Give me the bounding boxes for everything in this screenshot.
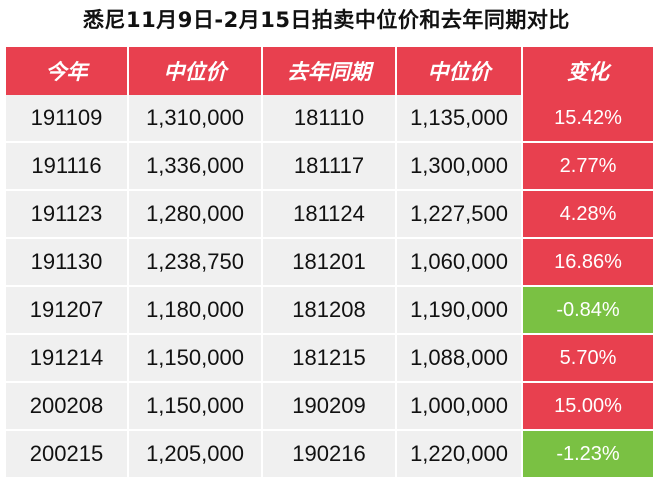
cell-last-year: 181124 <box>262 190 397 239</box>
cell-this-year: 191214 <box>6 334 129 383</box>
cell-median: 1,150,000 <box>128 382 263 431</box>
cell-change: 15.42% <box>522 95 653 143</box>
table-row: 200215 1,205,000 190216 1,220,000 -1.23% <box>6 430 653 479</box>
cell-change: 4.28% <box>522 190 653 239</box>
header-row: 今年 中位价 去年同期 中位价 变化 <box>6 47 653 95</box>
table-header: 今年 中位价 去年同期 中位价 变化 <box>6 47 653 95</box>
table-row: 191207 1,180,000 181208 1,190,000 -0.84% <box>6 286 653 335</box>
cell-last-year: 181110 <box>262 95 397 143</box>
cell-last-year: 190216 <box>262 430 397 479</box>
cell-change: 16.86% <box>522 238 653 287</box>
header-last-median: 中位价 <box>396 47 523 95</box>
table-row: 191109 1,310,000 181110 1,135,000 15.42% <box>6 95 653 143</box>
cell-last-median: 1,088,000 <box>396 334 523 383</box>
cell-this-year: 191207 <box>6 286 129 335</box>
cell-this-year: 200208 <box>6 382 129 431</box>
cell-last-year: 181215 <box>262 334 397 383</box>
header-median: 中位价 <box>128 47 263 95</box>
cell-median: 1,205,000 <box>128 430 263 479</box>
cell-last-median: 1,220,000 <box>396 430 523 479</box>
cell-change: 15.00% <box>522 382 653 431</box>
cell-this-year: 191109 <box>6 95 129 143</box>
cell-change: 2.77% <box>522 142 653 191</box>
cell-median: 1,150,000 <box>128 334 263 383</box>
cell-this-year: 191123 <box>6 190 129 239</box>
cell-median: 1,180,000 <box>128 286 263 335</box>
cell-this-year: 191130 <box>6 238 129 287</box>
cell-change: 5.70% <box>522 334 653 383</box>
cell-last-median: 1,300,000 <box>396 142 523 191</box>
cell-last-median: 1,060,000 <box>396 238 523 287</box>
cell-last-year: 181208 <box>262 286 397 335</box>
table-row: 191130 1,238,750 181201 1,060,000 16.86% <box>6 238 653 287</box>
header-this-year: 今年 <box>6 47 129 95</box>
cell-median: 1,310,000 <box>128 95 263 143</box>
table-row: 191123 1,280,000 181124 1,227,500 4.28% <box>6 190 653 239</box>
cell-last-year: 181117 <box>262 142 397 191</box>
cell-median: 1,238,750 <box>128 238 263 287</box>
page-title: 悉尼11月9日-2月15日拍卖中位价和去年同期对比 <box>83 8 570 32</box>
cell-last-year: 181201 <box>262 238 397 287</box>
cell-this-year: 191116 <box>6 142 129 191</box>
cell-last-median: 1,190,000 <box>396 286 523 335</box>
header-change: 变化 <box>522 47 653 95</box>
cell-this-year: 200215 <box>6 430 129 479</box>
cell-change: -1.23% <box>522 430 653 479</box>
cell-last-median: 1,227,500 <box>396 190 523 239</box>
table-row: 200208 1,150,000 190209 1,000,000 15.00% <box>6 382 653 431</box>
table-body: 191109 1,310,000 181110 1,135,000 15.42%… <box>6 95 653 479</box>
cell-median: 1,336,000 <box>128 142 263 191</box>
table-row: 191214 1,150,000 181215 1,088,000 5.70% <box>6 334 653 383</box>
table-row: 191116 1,336,000 181117 1,300,000 2.77% <box>6 142 653 191</box>
cell-last-year: 190209 <box>262 382 397 431</box>
cell-median: 1,280,000 <box>128 190 263 239</box>
auction-median-table: 今年 中位价 去年同期 中位价 变化 191109 1,310,000 1811… <box>6 47 653 479</box>
cell-last-median: 1,000,000 <box>396 382 523 431</box>
header-last-year: 去年同期 <box>262 47 397 95</box>
cell-change: -0.84% <box>522 286 653 335</box>
cell-last-median: 1,135,000 <box>396 95 523 143</box>
